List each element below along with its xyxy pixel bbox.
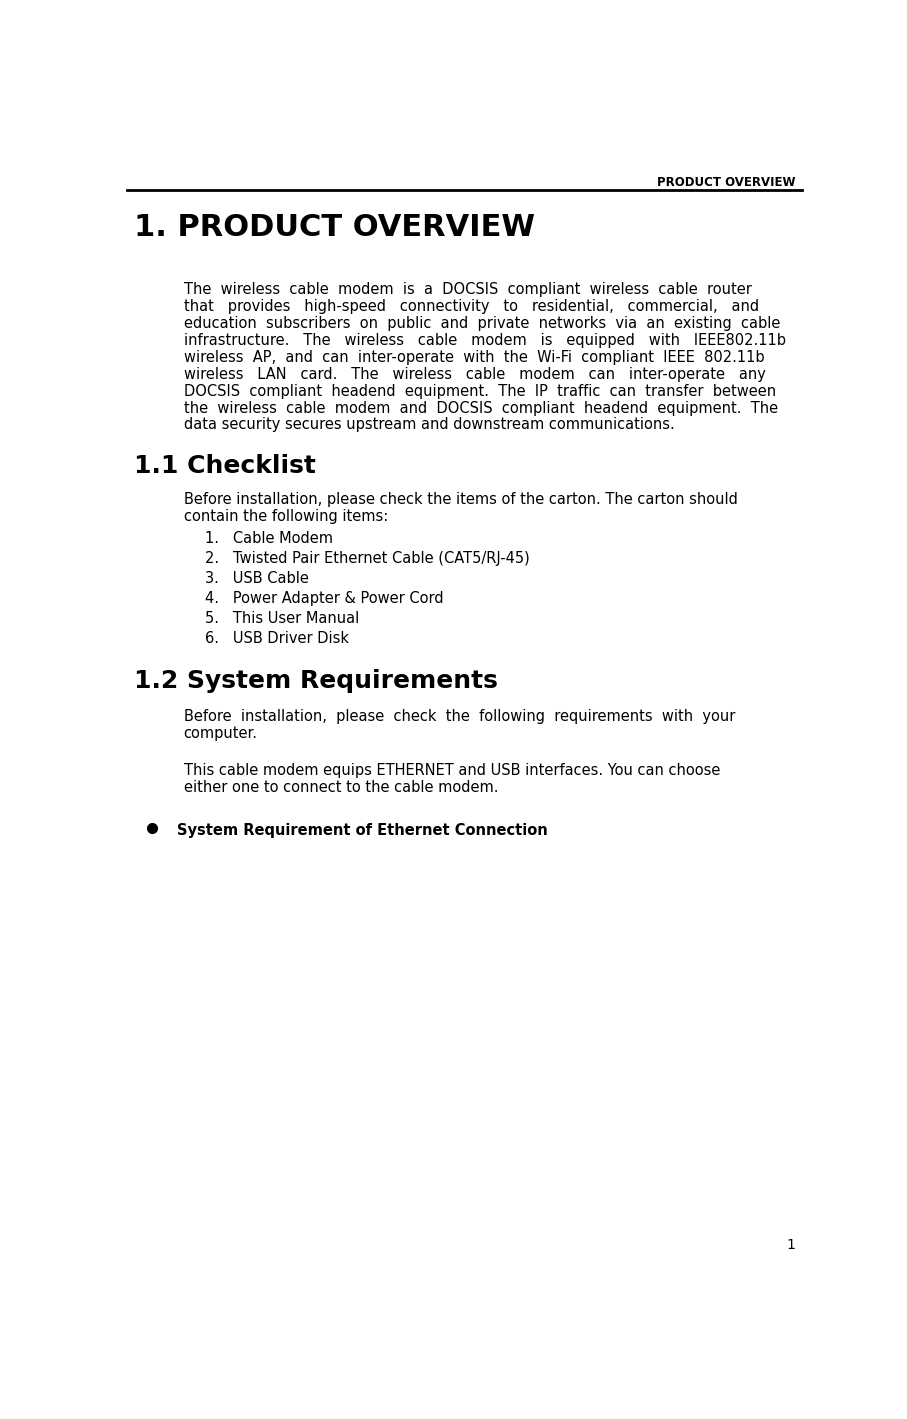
Text: Before installation, please check the items of the carton. The carton should: Before installation, please check the it… [183,492,737,507]
Text: DOCSIS  compliant  headend  equipment.  The  IP  traffic  can  transfer  between: DOCSIS compliant headend equipment. The … [183,383,775,399]
Text: 5.   This User Manual: 5. This User Manual [205,610,359,626]
Text: The  wireless  cable  modem  is  a  DOCSIS  compliant  wireless  cable  router: The wireless cable modem is a DOCSIS com… [183,282,752,297]
Text: either one to connect to the cable modem.: either one to connect to the cable modem… [183,780,498,795]
Text: 4.   Power Adapter & Power Cord: 4. Power Adapter & Power Cord [205,590,444,606]
Text: infrastructure.   The   wireless   cable   modem   is   equipped   with   IEEE80: infrastructure. The wireless cable modem… [183,332,785,348]
Text: contain the following items:: contain the following items: [183,509,388,524]
Text: 1.2 System Requirements: 1.2 System Requirements [134,670,498,694]
Text: 1. PRODUCT OVERVIEW: 1. PRODUCT OVERVIEW [134,213,535,241]
Text: data security secures upstream and downstream communications.: data security secures upstream and downs… [183,417,675,433]
Text: Before  installation,  please  check  the  following  requirements  with  your: Before installation, please check the fo… [183,710,735,724]
Text: that   provides   high-speed   connectivity   to   residential,   commercial,   : that provides high-speed connectivity to… [183,299,759,314]
Text: 1.   Cable Modem: 1. Cable Modem [205,531,333,546]
Text: the  wireless  cable  modem  and  DOCSIS  compliant  headend  equipment.  The: the wireless cable modem and DOCSIS comp… [183,400,778,416]
Text: 3.   USB Cable: 3. USB Cable [205,570,308,586]
Text: System Requirement of Ethernet Connection: System Requirement of Ethernet Connectio… [177,823,548,839]
Text: PRODUCT OVERVIEW: PRODUCT OVERVIEW [657,176,795,190]
Text: 2.   Twisted Pair Ethernet Cable (CAT5/RJ-45): 2. Twisted Pair Ethernet Cable (CAT5/RJ-… [205,551,530,566]
Text: education  subscribers  on  public  and  private  networks  via  an  existing  c: education subscribers on public and priv… [183,316,780,331]
Text: 1: 1 [786,1239,795,1252]
Text: wireless  AP,  and  can  inter-operate  with  the  Wi-Fi  compliant  IEEE  802.1: wireless AP, and can inter-operate with … [183,349,765,365]
Text: 6.   USB Driver Disk: 6. USB Driver Disk [205,630,349,646]
Text: computer.: computer. [183,727,258,741]
Text: 1.1 Checklist: 1.1 Checklist [134,454,317,478]
Text: This cable modem equips ETHERNET and USB interfaces. You can choose: This cable modem equips ETHERNET and USB… [183,763,720,778]
Text: wireless   LAN   card.   The   wireless   cable   modem   can   inter-operate   : wireless LAN card. The wireless cable mo… [183,366,766,382]
